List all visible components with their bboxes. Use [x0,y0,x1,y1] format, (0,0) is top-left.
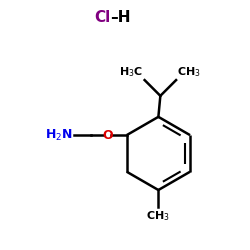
Text: –H: –H [110,10,131,25]
Text: CH$_3$: CH$_3$ [146,209,170,223]
Text: Cl: Cl [94,10,110,25]
Text: H$_2$N: H$_2$N [44,128,72,143]
Text: H$_3$C: H$_3$C [119,65,144,79]
Text: O: O [103,129,114,142]
Text: CH$_3$: CH$_3$ [177,65,201,79]
